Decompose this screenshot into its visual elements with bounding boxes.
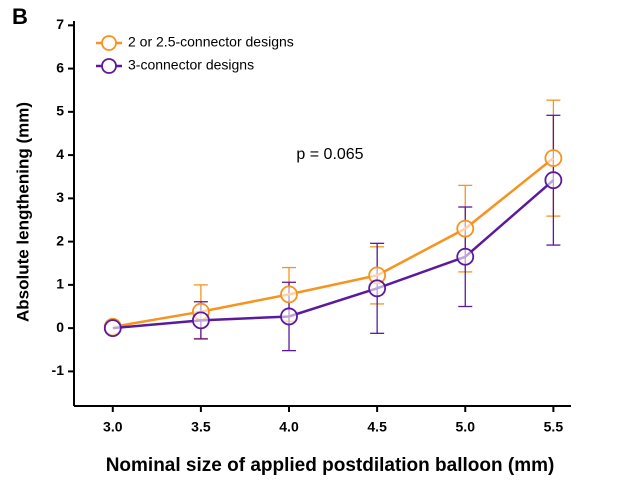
x-tick-label: 5.0: [456, 419, 476, 435]
y-tick-label: 5: [56, 103, 64, 119]
x-axis-label: Nominal size of applied postdilation bal…: [106, 455, 555, 476]
point: [103, 319, 122, 338]
legend-label: 2 or 2.5-connector designs: [128, 34, 294, 50]
point: [544, 171, 563, 190]
y-tick-label: 3: [56, 189, 64, 205]
y-axis-label: Absolute lengthening (mm): [13, 102, 32, 322]
x-tick-label: 4.5: [367, 419, 387, 435]
y-tick-label: 7: [56, 16, 64, 32]
point: [456, 219, 475, 238]
legend-marker: [101, 35, 117, 51]
point: [368, 279, 387, 298]
y-tick-label: 0: [56, 319, 64, 335]
point: [280, 307, 298, 326]
y-tick-label: 4: [56, 146, 64, 162]
x-tick-label: 4.0: [279, 419, 299, 435]
legend-label: 3-connector designs: [128, 57, 254, 73]
point: [544, 149, 563, 168]
x-tick-label: 5.5: [544, 419, 564, 435]
point: [191, 311, 210, 330]
series-line: [112, 157, 555, 329]
panel-label: B: [12, 4, 28, 29]
legend-marker: [101, 58, 117, 74]
x-tick-label: 3.5: [191, 419, 211, 435]
x-tick-label: 3.0: [103, 419, 123, 435]
series-line: [112, 179, 555, 330]
point: [456, 247, 475, 266]
point: [280, 285, 298, 304]
y-tick-label: 1: [56, 276, 64, 292]
annotation: p = 0.065: [296, 146, 363, 163]
y-tick-label: 2: [56, 232, 64, 248]
y-tick-label: 6: [56, 59, 64, 75]
y-tick-label: -1: [52, 362, 65, 378]
